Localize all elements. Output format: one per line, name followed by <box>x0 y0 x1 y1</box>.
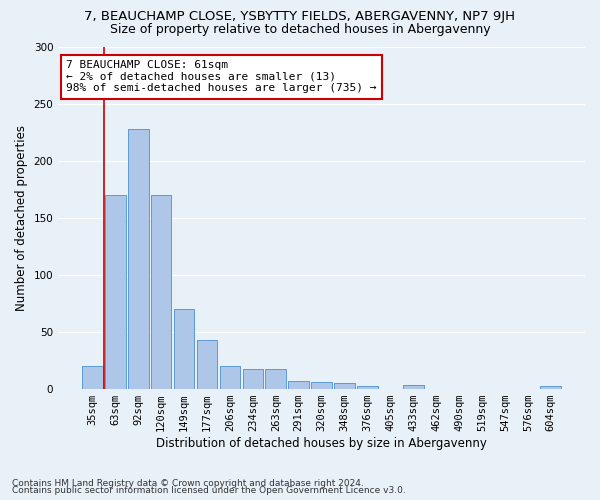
Bar <box>105 195 125 389</box>
Bar <box>289 381 309 389</box>
Bar <box>311 382 332 389</box>
Bar <box>197 340 217 389</box>
Bar <box>220 366 240 389</box>
Bar <box>334 384 355 389</box>
Bar <box>128 128 149 389</box>
Text: Contains HM Land Registry data © Crown copyright and database right 2024.: Contains HM Land Registry data © Crown c… <box>12 478 364 488</box>
Bar <box>82 366 103 389</box>
Bar <box>403 384 424 389</box>
Bar <box>541 386 561 389</box>
Bar <box>265 368 286 389</box>
Bar <box>174 309 194 389</box>
Bar <box>357 386 378 389</box>
Text: Size of property relative to detached houses in Abergavenny: Size of property relative to detached ho… <box>110 22 490 36</box>
Text: 7, BEAUCHAMP CLOSE, YSBYTTY FIELDS, ABERGAVENNY, NP7 9JH: 7, BEAUCHAMP CLOSE, YSBYTTY FIELDS, ABER… <box>85 10 515 23</box>
Text: 7 BEAUCHAMP CLOSE: 61sqm
← 2% of detached houses are smaller (13)
98% of semi-de: 7 BEAUCHAMP CLOSE: 61sqm ← 2% of detache… <box>66 60 377 94</box>
Y-axis label: Number of detached properties: Number of detached properties <box>15 125 28 311</box>
Bar <box>151 195 172 389</box>
Bar <box>242 368 263 389</box>
Text: Contains public sector information licensed under the Open Government Licence v3: Contains public sector information licen… <box>12 486 406 495</box>
X-axis label: Distribution of detached houses by size in Abergavenny: Distribution of detached houses by size … <box>156 437 487 450</box>
